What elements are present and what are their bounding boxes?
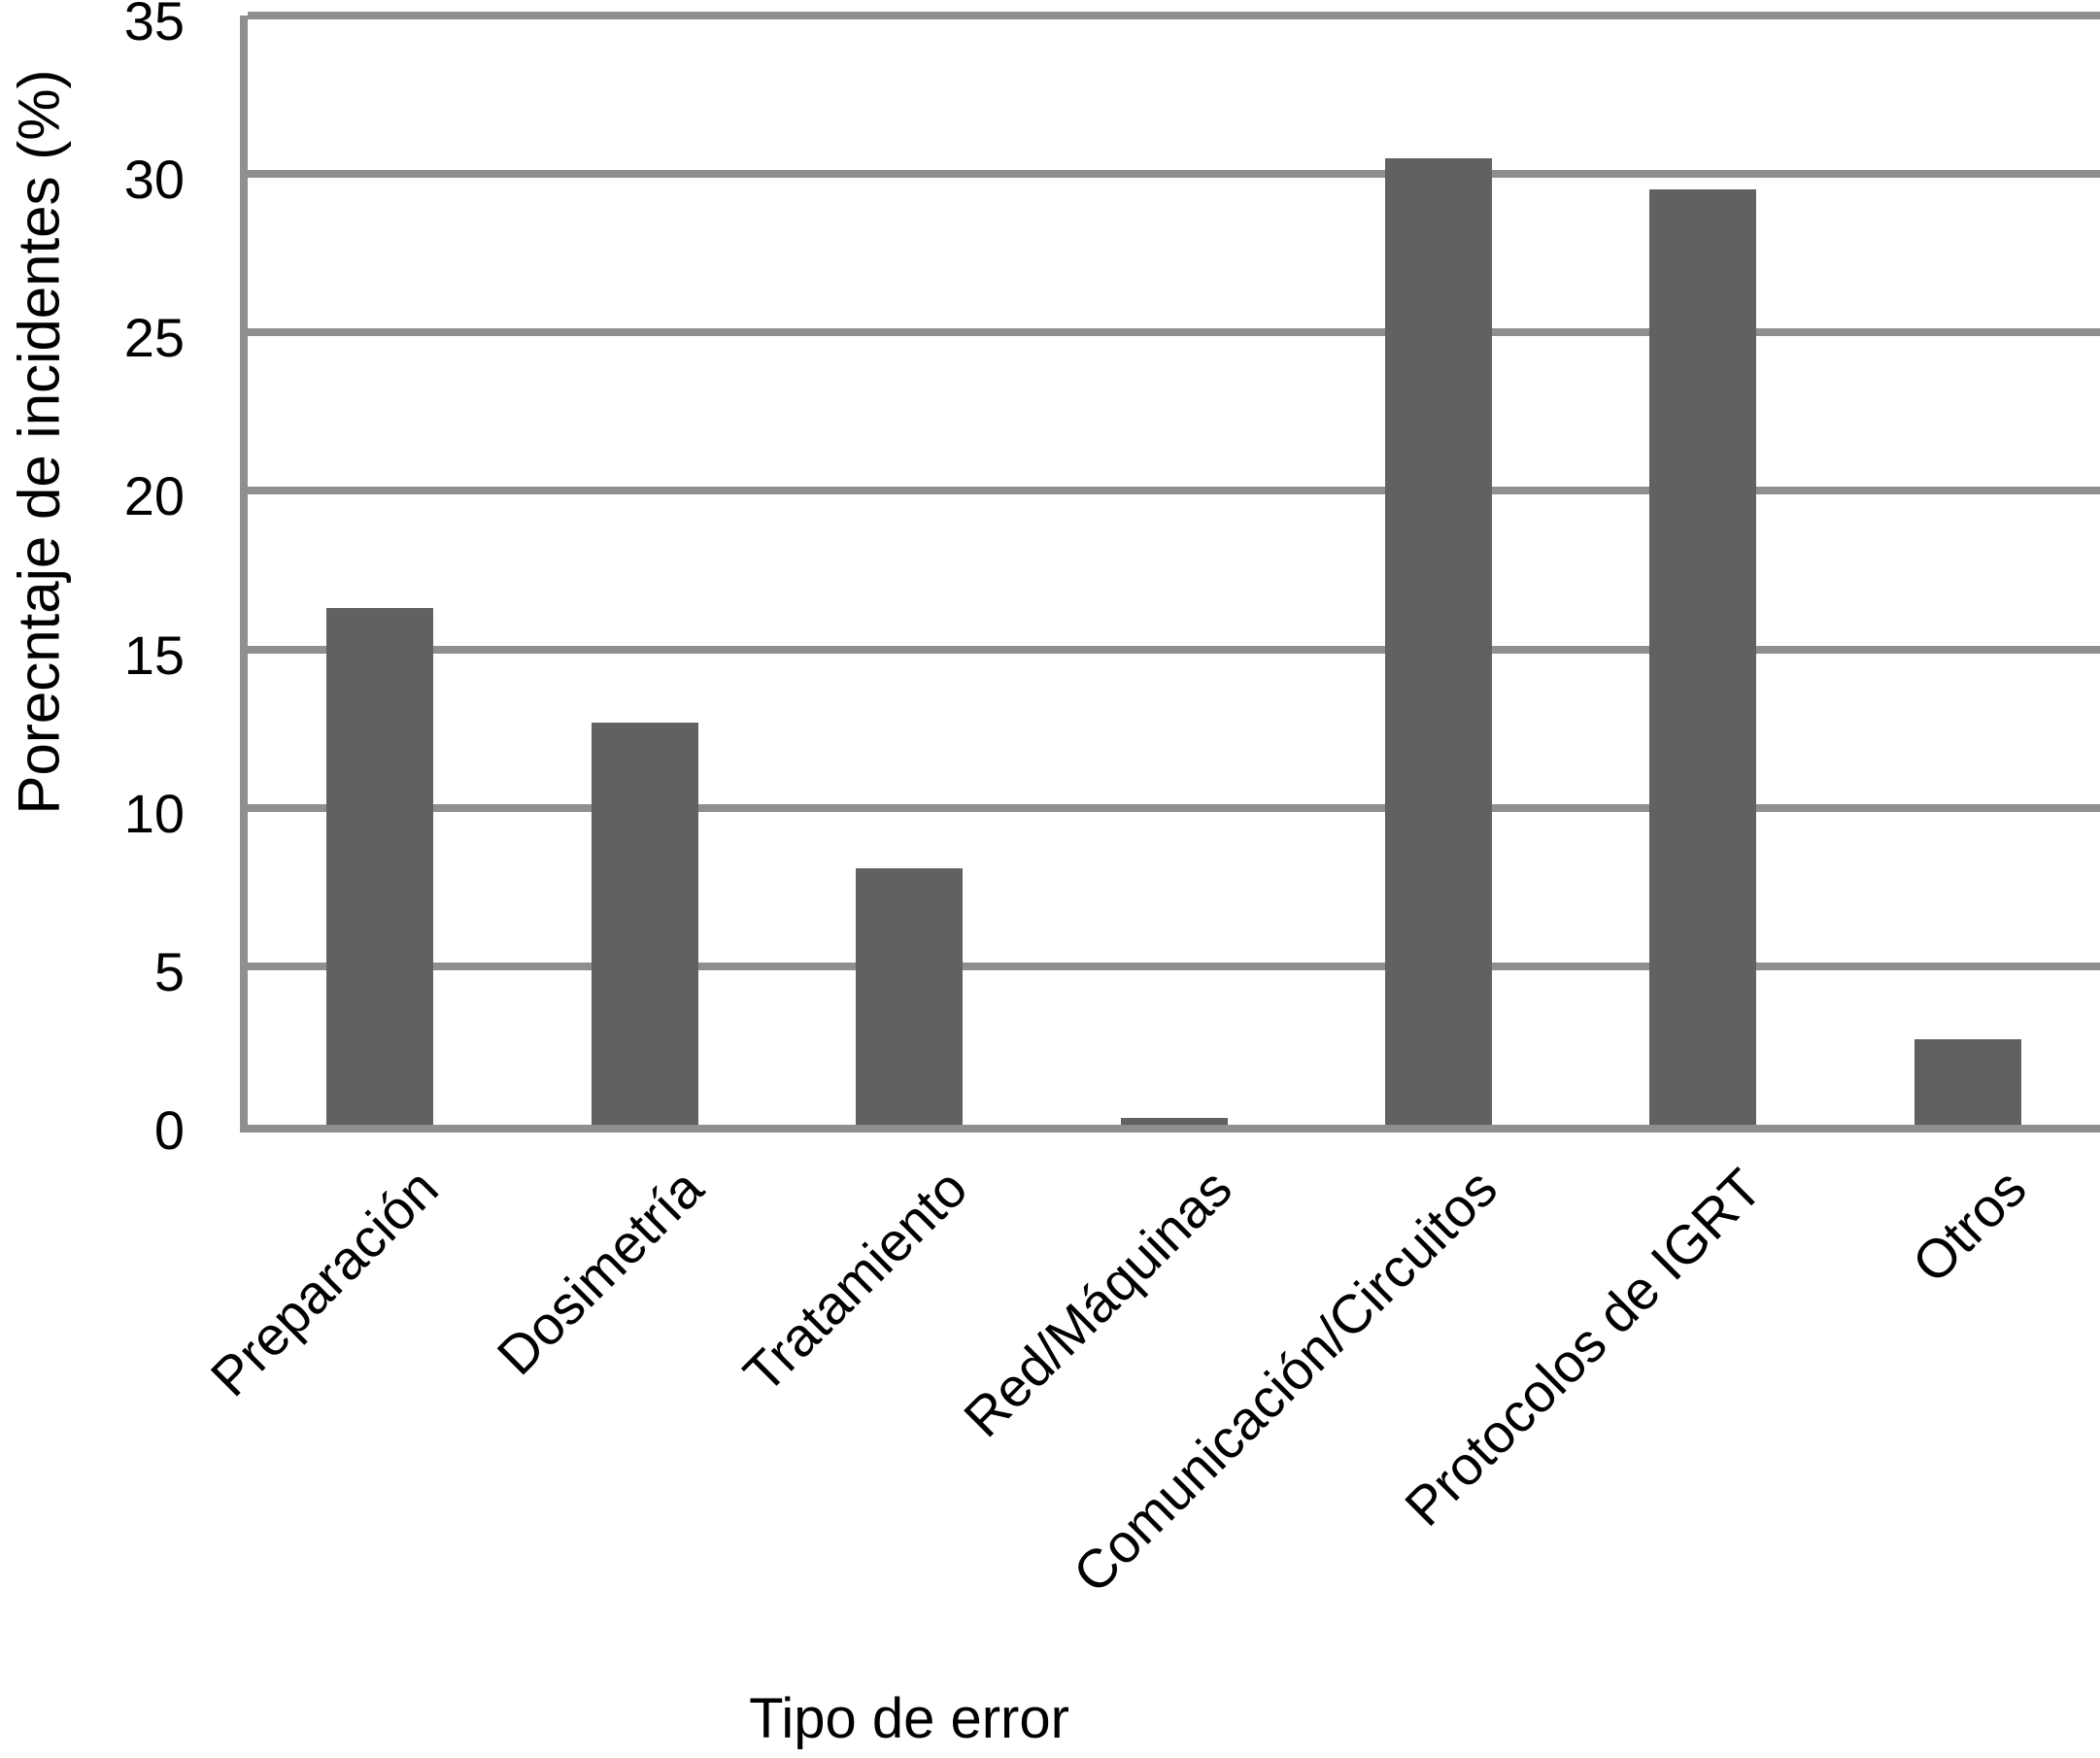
x-category-label-4: Red/Máquinas — [952, 1157, 1244, 1449]
bar-7 — [1914, 1038, 2021, 1125]
gridline-5 — [248, 962, 2100, 970]
gridline-35 — [248, 12, 2100, 19]
x-category-label-1: Preparación — [198, 1157, 451, 1408]
y-tick-label-10: 10 — [123, 782, 185, 844]
y-tick-label-5: 5 — [153, 940, 185, 1002]
gridline-15 — [248, 645, 2100, 654]
gridline-25 — [248, 328, 2100, 337]
x-category-label-7: Otros — [1900, 1157, 2038, 1295]
gridline-30 — [248, 170, 2100, 179]
bar-2 — [591, 722, 698, 1125]
x-axis-title: Tipo de error — [749, 1687, 1069, 1750]
y-tick-label-15: 15 — [123, 624, 185, 686]
x-category-label-2: Dosimetría — [485, 1157, 715, 1387]
bar-6 — [1649, 189, 1757, 1125]
x-category-label-3: Tratamiento — [731, 1157, 979, 1404]
gridline-10 — [248, 803, 2100, 812]
y-tick-label-30: 30 — [123, 149, 185, 211]
y-tick-label-25: 25 — [123, 307, 185, 369]
bar-5 — [1384, 157, 1492, 1125]
bar-4 — [1120, 1118, 1228, 1125]
bar-3 — [856, 867, 964, 1125]
gridline-20 — [248, 487, 2100, 495]
plot-area — [240, 12, 2100, 1133]
x-category-label-5: Comunicación/Circuitos — [1061, 1157, 1508, 1605]
y-tick-label-20: 20 — [123, 465, 185, 527]
bar-1 — [326, 608, 434, 1125]
y-tick-label-0: 0 — [153, 1099, 185, 1161]
y-tick-label-35: 35 — [123, 0, 185, 51]
